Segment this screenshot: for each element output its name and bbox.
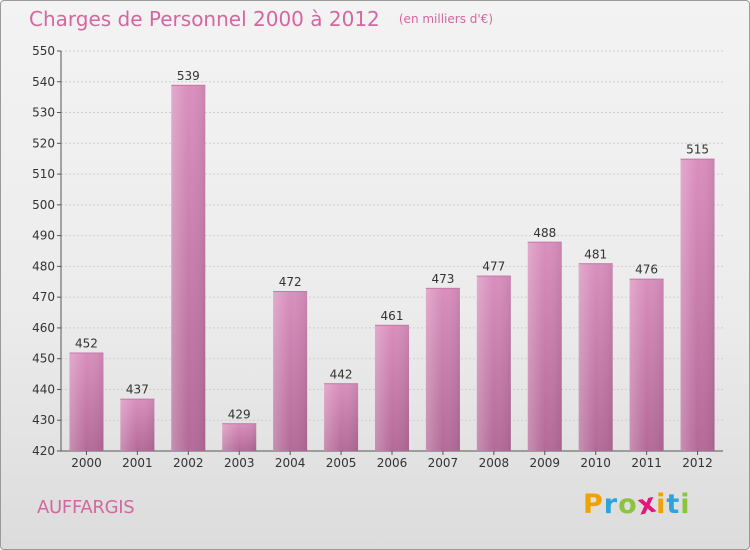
data-label: 539 xyxy=(177,69,200,83)
logo-letter: r xyxy=(603,489,619,520)
bar-shine xyxy=(527,241,562,451)
y-tick-label: 530 xyxy=(32,106,55,120)
y-tick-label: 480 xyxy=(32,259,55,273)
chart-subtitle: (en milliers d'€) xyxy=(398,12,493,26)
bar-shine xyxy=(171,84,206,451)
data-label: 488 xyxy=(533,226,556,240)
y-tick-label: 450 xyxy=(32,352,55,366)
bar-shine xyxy=(222,423,257,451)
logo-letter: i xyxy=(680,489,691,520)
y-tick-label: 470 xyxy=(32,290,55,304)
location-label: AUFFARGIS xyxy=(37,497,135,518)
logo-letter: i xyxy=(656,489,667,520)
y-tick-label: 520 xyxy=(32,136,55,150)
y-tick-label: 460 xyxy=(32,321,55,335)
bar-shine xyxy=(273,291,308,451)
data-label: 477 xyxy=(482,260,505,274)
bar-shine xyxy=(375,324,409,451)
x-tick-label: 2004 xyxy=(275,456,306,470)
data-label: 481 xyxy=(584,247,607,261)
data-label: 476 xyxy=(635,263,658,277)
y-tick-label: 540 xyxy=(32,75,55,89)
x-tick-label: 2006 xyxy=(377,456,408,470)
y-tick-label: 500 xyxy=(32,198,55,212)
x-tick-label: 2001 xyxy=(122,456,153,470)
bar-shine xyxy=(324,383,359,451)
x-tick-label: 2010 xyxy=(580,456,611,470)
data-label: 461 xyxy=(381,309,404,323)
data-label: 437 xyxy=(126,383,149,397)
bar-shine xyxy=(476,275,511,451)
x-tick-label: 2011 xyxy=(631,456,662,470)
x-tick-label: 2000 xyxy=(71,456,102,470)
data-label: 442 xyxy=(330,367,353,381)
y-tick-label: 510 xyxy=(32,167,55,181)
x-tick-label: 2007 xyxy=(428,456,459,470)
data-label: 515 xyxy=(686,143,709,157)
data-label: 472 xyxy=(279,275,302,289)
x-tick-label: 2009 xyxy=(529,456,560,470)
x-tick-label: 2012 xyxy=(682,456,713,470)
x-tick-label: 2005 xyxy=(326,456,357,470)
y-tick-label: 420 xyxy=(32,444,55,458)
logo-letter: t xyxy=(666,489,681,520)
bar-shine xyxy=(629,278,664,451)
bar-shine xyxy=(680,158,715,451)
data-label: 473 xyxy=(431,272,454,286)
logo-letter: o xyxy=(618,489,638,520)
chart-title-block: Charges de Personnel 2000 à 2012 (en mil… xyxy=(29,7,493,31)
y-tick-label: 550 xyxy=(32,44,55,58)
bar-shine xyxy=(578,263,613,451)
chart-title: Charges de Personnel 2000 à 2012 xyxy=(29,7,380,31)
y-tick-label: 440 xyxy=(32,382,55,396)
y-tick-label: 430 xyxy=(32,413,55,427)
y-tick-label: 490 xyxy=(32,229,55,243)
bar-shine xyxy=(120,398,155,451)
data-label: 429 xyxy=(228,407,251,421)
x-tick-label: 2002 xyxy=(173,456,204,470)
bar-shine xyxy=(69,352,104,451)
proxiti-logo: Proxiti xyxy=(583,487,691,521)
logo-letter: P xyxy=(583,489,604,520)
data-label: 452 xyxy=(75,337,98,351)
x-tick-label: 2008 xyxy=(479,456,510,470)
x-tick-label: 2003 xyxy=(224,456,255,470)
bar-shine xyxy=(425,287,460,451)
